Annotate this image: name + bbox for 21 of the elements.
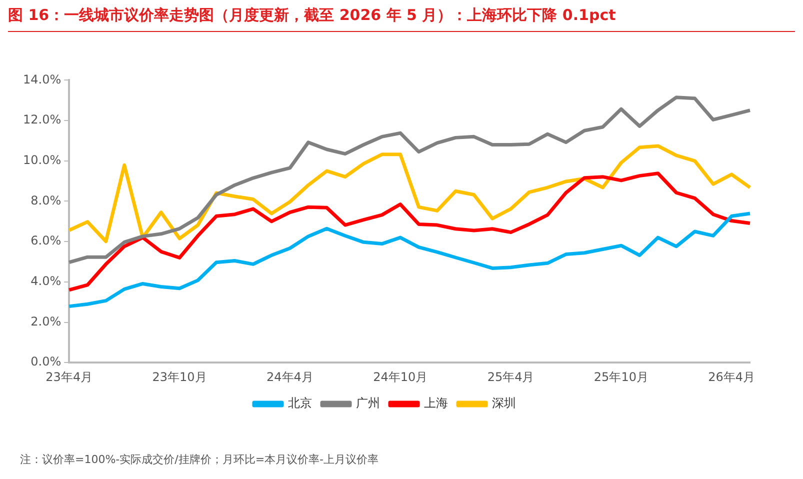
x-tick-label: 25年4月	[487, 370, 534, 384]
x-tick-label: 24年4月	[266, 370, 314, 384]
y-tick-label: 10.0%	[22, 153, 62, 168]
y-tick-label: 2.0%	[30, 314, 62, 328]
x-tick-label: 23年10月	[152, 370, 207, 384]
legend-label: 北京	[288, 396, 312, 410]
legend-label: 深圳	[492, 396, 516, 410]
y-tick-label: 4.0%	[30, 274, 62, 288]
y-tick-label: 14.0%	[22, 72, 62, 86]
y-tick-label: 0.0%	[30, 354, 62, 369]
x-tick-label: 24年10月	[373, 370, 428, 384]
y-tick-label: 12.0%	[22, 112, 62, 127]
x-tick-label: 26年4月	[708, 370, 756, 384]
legend-label: 上海	[424, 396, 448, 410]
y-tick-label: 6.0%	[30, 234, 62, 248]
y-tick-label: 8.0%	[30, 193, 62, 208]
chart-title: 图 16：一线城市议价率走势图（月度更新，截至 2026 年 5 月）：上海环比下降 0.1pct	[8, 6, 795, 32]
legend-label: 广州	[356, 396, 380, 410]
x-tick-label: 25年10月	[594, 370, 648, 384]
x-tick-label: 23年4月	[46, 370, 93, 384]
text: 注：议价率=100%-实际成交价/挂牌价；月环比=本月议价率-上月议价率	[20, 452, 379, 467]
